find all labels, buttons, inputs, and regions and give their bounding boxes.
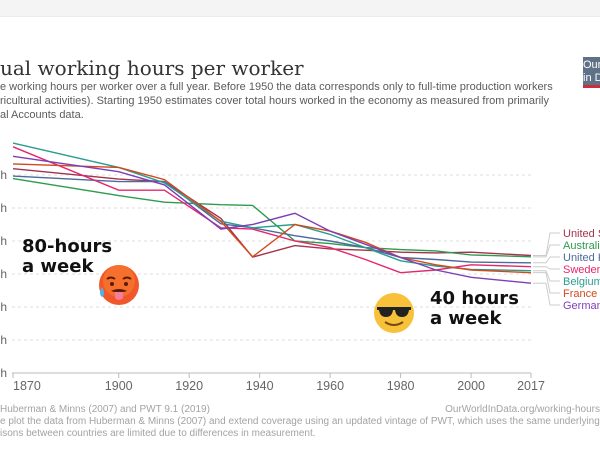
series-line-france[interactable]	[12, 163, 532, 274]
sunglasses-face-icon	[374, 293, 414, 333]
series-line-sweden[interactable]	[12, 146, 532, 274]
subtitle-line: al Accounts data.	[0, 109, 84, 121]
x-tick-label: 1870	[13, 379, 41, 393]
y-tick-label: 2,500 h	[0, 201, 7, 215]
source-text: Huberman & Minns (2007) and PWT 9.1 (201…	[0, 404, 210, 415]
legend-connector	[533, 272, 560, 294]
subtitle-line: ricultural activities). Starting 1950 es…	[0, 95, 550, 107]
legend-label[interactable]: Sweden	[563, 264, 600, 276]
x-tick-label: 1900	[105, 379, 133, 393]
x-tick-label: 2000	[457, 379, 485, 393]
annotation-line: 40 hours	[430, 288, 519, 309]
owid-logo[interactable]: Our Worldin Data	[583, 57, 600, 88]
x-tick-label: 1960	[316, 379, 344, 393]
logo-line: in Data	[583, 72, 600, 84]
annotation-40-hours: 40 hours a week	[430, 289, 519, 329]
series-line-united-kingdom[interactable]	[12, 175, 532, 264]
chart-title: ual working hours per worker	[0, 56, 304, 80]
legend-connector	[533, 244, 560, 258]
legend-label[interactable]: United Kingdom	[563, 252, 600, 264]
x-tick-label: 2017	[517, 379, 545, 393]
legend-connector	[533, 256, 560, 264]
source-url-link[interactable]: OurWorldInData.org/working-hours	[445, 404, 600, 415]
y-tick-label: 2,000 h	[0, 234, 7, 248]
browser-top-bar	[0, 0, 600, 17]
logo-line: Our World	[583, 59, 600, 71]
x-tick-label: 1980	[387, 379, 415, 393]
annotation-line: a week	[430, 308, 502, 329]
annotation-line: 80-hours	[22, 236, 113, 257]
annotation-80-hours: 80-hours a week	[22, 237, 112, 277]
y-tick-label: 1,000 h	[0, 300, 7, 314]
subtitle-line: e working hours per worker over a full y…	[0, 81, 553, 93]
legend-connector	[533, 232, 560, 257]
legend-label[interactable]: Germany	[563, 300, 600, 312]
legend-label[interactable]: France	[563, 288, 597, 300]
legend-label[interactable]: United States	[563, 228, 600, 240]
legend-label[interactable]: Australia	[563, 240, 600, 252]
series-line-germany[interactable]	[12, 155, 532, 284]
legend-connector	[533, 282, 560, 306]
y-tick-label: 500 h	[0, 333, 7, 347]
y-tick-label: 0 h	[0, 366, 7, 380]
y-tick-label: 1,500 h	[0, 267, 7, 281]
series-line-belgium[interactable]	[12, 142, 532, 272]
note-line: isons between countries are limited due …	[0, 428, 316, 439]
legend-connector	[533, 266, 560, 270]
annotation-line: a week	[22, 256, 94, 277]
hot-face-icon	[99, 265, 139, 305]
series-line-australia[interactable]	[12, 177, 532, 258]
legend-label[interactable]: Belgium	[563, 276, 600, 288]
note-line: e plot the data from Huberman & Minns (2…	[0, 416, 600, 427]
x-tick-label: 1940	[246, 379, 274, 393]
legend-connector	[533, 270, 560, 282]
y-tick-label: 3,000 h	[0, 168, 7, 182]
x-tick-label: 1920	[175, 379, 203, 393]
